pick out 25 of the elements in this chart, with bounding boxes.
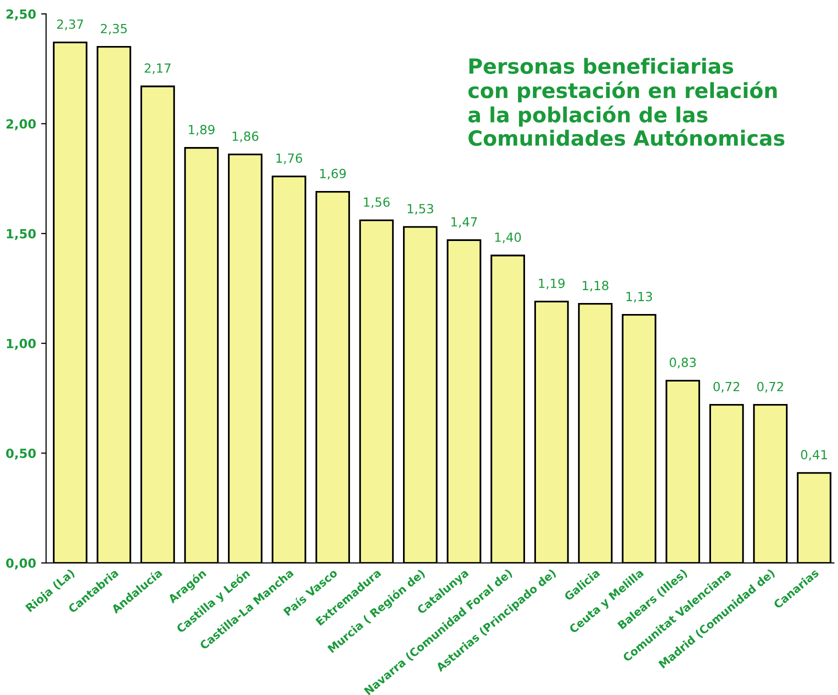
data-label: 1,18 (582, 280, 608, 292)
data-label: 1,53 (408, 204, 434, 215)
y-tick-label: 2,50 (6, 9, 36, 20)
y-tick-label: 1,50 (6, 228, 36, 240)
data-label: 1,47 (451, 217, 477, 228)
data-label: 2,17 (144, 63, 171, 74)
data-label: 1,89 (188, 124, 214, 136)
y-tick-label: 0,00 (6, 558, 36, 570)
text: Personas beneficiarias con prestación en relación a la población de las Comunidades Autónomicas (468, 58, 784, 146)
data-label: 1,86 (232, 131, 258, 142)
data-label: 0,83 (670, 358, 696, 368)
data-label: 1,19 (539, 278, 565, 290)
data-label: 1,40 (495, 232, 521, 244)
y-tick-label: 0,50 (6, 448, 36, 460)
data-label: 2,37 (57, 19, 84, 30)
data-label: 1,76 (276, 153, 302, 164)
y-tick-label: 2,00 (6, 119, 36, 130)
y-tick-label: 1,00 (6, 338, 36, 350)
data-label: 2,35 (100, 24, 127, 35)
data-label: 0,72 (757, 382, 784, 393)
data-label: 0,72 (714, 382, 740, 393)
data-label: 1,56 (364, 197, 390, 208)
data-label: 1,13 (626, 292, 652, 303)
data-label: 0,41 (801, 450, 827, 461)
data-label: 1,69 (320, 168, 346, 180)
